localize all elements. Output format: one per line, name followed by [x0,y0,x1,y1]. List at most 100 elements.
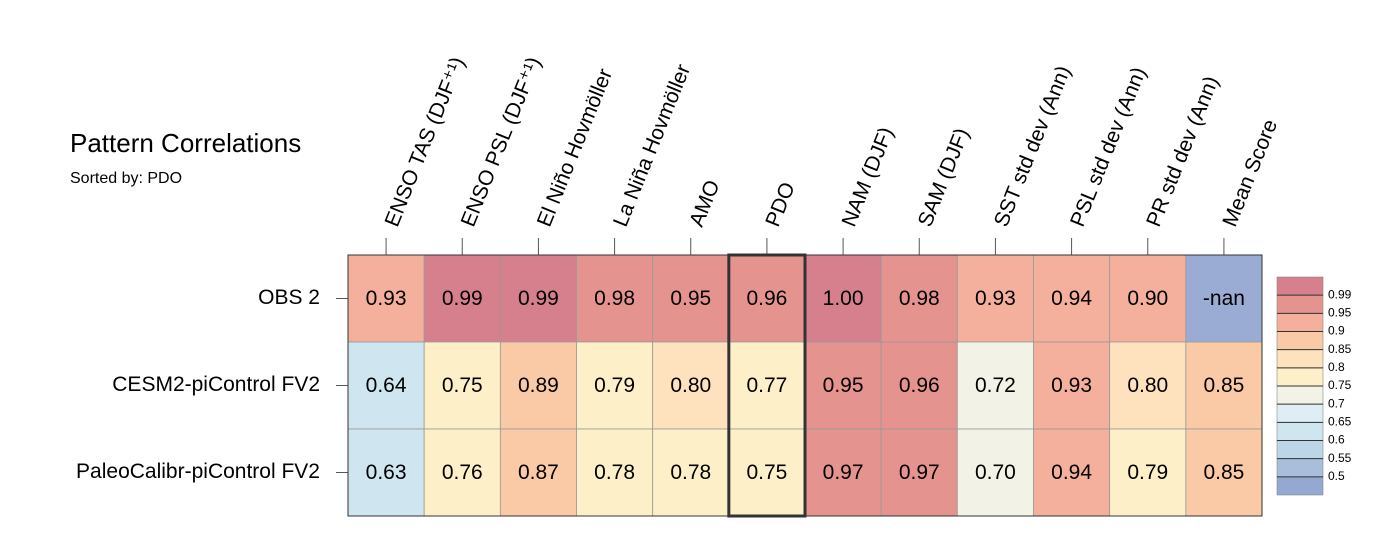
cell [1033,428,1111,517]
row-label: CESM2-piControl FV2 [112,373,320,396]
colorbar-label: 0.95 [1328,306,1352,320]
cell-label: 0.99 [442,287,483,310]
column-label: El Niño Hovmöller [533,66,617,230]
cell-label: 0.80 [670,374,711,397]
column-label: PR std dev (Ann) [1142,73,1223,230]
chart-title: Pattern Correlations [70,128,301,158]
cell-label: 0.94 [1051,287,1092,310]
cell [423,341,501,430]
cell-label: 0.78 [670,461,711,484]
cell-label: 0.94 [1051,461,1092,484]
cell-label: 1.00 [823,287,864,310]
colorbar-box [1276,403,1324,423]
colorbar-label: 0.7 [1328,396,1345,410]
cell [652,428,730,517]
colorbar-label: 0.6 [1328,433,1345,447]
column-label: SAM (DJF) [914,125,974,230]
cell-label: 0.99 [518,287,559,310]
cell [956,341,1034,430]
cell [728,428,806,517]
colorbar-label: 0.75 [1328,378,1352,392]
column-label: PDO [761,179,799,230]
cell-label: 0.97 [899,461,940,484]
colorbar-label: 0.65 [1328,415,1352,429]
column-label: AMO [685,177,724,230]
cell-label: 0.85 [1203,374,1244,397]
colorbar-box [1276,422,1324,441]
cell-label: 0.90 [1127,287,1168,310]
cell [1109,341,1187,430]
cell-label: 0.77 [746,374,787,397]
colorbar-box [1276,276,1324,296]
cell-label: 0.96 [899,374,940,397]
cell-label: 0.80 [1127,374,1168,397]
column-label: PSL std dev (Ann) [1066,64,1151,230]
cell-label: 0.93 [1051,374,1092,397]
cell-label: 0.63 [366,461,407,484]
cell [652,341,730,430]
cell-label: 0.98 [594,287,635,310]
cell-label: 0.97 [823,461,864,484]
cell-label: 0.85 [1203,461,1244,484]
row-label: OBS 2 [258,286,320,309]
cell-label: 0.93 [975,287,1016,310]
cell-label: 0.79 [594,374,635,397]
cell [1033,254,1111,343]
cell-label: 0.75 [746,461,787,484]
row-label: PaleoCalibr-piControl FV2 [76,460,320,483]
colorbar-label: 0.99 [1328,287,1352,301]
cell [423,254,501,343]
colorbar-box [1276,476,1324,496]
cell [728,254,806,343]
colorbar-box [1276,385,1324,405]
colorbar-box [1276,349,1324,369]
cell-label: 0.87 [518,461,559,484]
cell [499,341,577,430]
cell-label: 0.79 [1127,461,1168,484]
cell-label: 0.93 [366,287,407,310]
cell-label: 0.89 [518,374,559,397]
column-label: NAM (DJF) [838,124,899,230]
cell [1185,428,1263,517]
cell-label: 0.75 [442,374,483,397]
colorbar-box [1276,313,1324,332]
colorbar-box [1276,294,1324,314]
colorbar-label: 0.85 [1328,342,1352,356]
colorbar-box [1276,440,1324,459]
cell [1109,254,1187,343]
chart-subtitle: Sorted by: PDO [70,170,182,187]
cell [880,341,958,430]
cell-label: 0.96 [746,287,787,310]
column-label: Mean Score [1218,116,1282,230]
cell-label: 0.78 [594,461,635,484]
colorbar-box [1276,458,1324,478]
column-label: ENSO PSL (DJF⁺¹) [457,54,546,230]
cell [880,254,958,343]
highlight-column [727,253,807,518]
cell [347,341,425,430]
column-label: ENSO TAS (DJF⁺¹) [381,54,470,230]
cell [728,341,806,430]
cell-label: 0.95 [823,374,864,397]
cell-label: 0.95 [670,287,711,310]
cell [423,428,501,517]
column-label: SST std dev (Ann) [990,63,1075,230]
cell-label: 0.76 [442,461,483,484]
cell [804,428,882,517]
colorbar-label: 0.55 [1328,451,1352,465]
cell [347,428,425,517]
colorbar-label: 0.8 [1328,360,1345,374]
colorbar-label: 0.9 [1328,324,1345,338]
colorbar-label: 0.5 [1328,469,1345,483]
cell-label: 0.72 [975,374,1016,397]
cell-label: 0.64 [366,374,407,397]
cell [956,254,1034,343]
cell [1185,341,1263,430]
colorbar-box [1276,367,1324,387]
cell [956,428,1034,517]
cell [1033,341,1111,430]
cell [1185,254,1263,343]
cell [1109,428,1187,517]
cell-label: 0.98 [899,287,940,310]
